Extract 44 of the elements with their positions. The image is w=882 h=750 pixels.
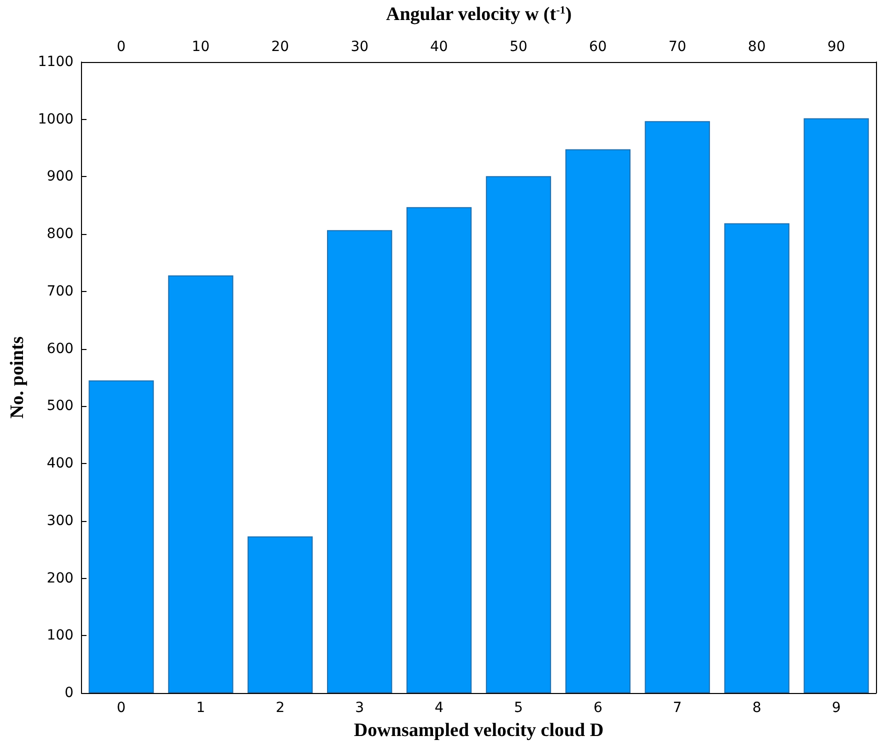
y-tick-label: 300 [46, 512, 74, 529]
y-tick-label: 0 [64, 685, 74, 701]
y-tick-label: 600 [46, 340, 74, 357]
bar [248, 536, 313, 693]
x-tick-label: 6 [593, 700, 602, 716]
y-tick-label: 200 [46, 570, 74, 586]
x2-tick-label: 10 [192, 39, 210, 55]
x2-tick-label: 70 [668, 39, 686, 55]
bar [88, 380, 154, 693]
x-axis-title: Downsampled velocity cloud D [354, 720, 604, 741]
x-tick-label: 2 [276, 700, 285, 716]
x-tick-label: 4 [434, 700, 444, 716]
y-tick-label: 100 [46, 628, 74, 644]
x2-tick-label: 90 [827, 39, 846, 55]
x2-tick-label: 30 [350, 39, 369, 55]
y-tick-label: 1100 [38, 54, 74, 70]
x2-tick-label: 0 [116, 39, 126, 55]
bar [406, 207, 472, 693]
x2-tick-label: 40 [430, 39, 448, 55]
x-tick-label: 5 [514, 700, 523, 716]
bar [804, 118, 869, 693]
x-tick-label: 1 [196, 700, 206, 716]
bar [644, 121, 710, 693]
y-tick-label: 700 [46, 283, 74, 300]
y-tick-label: 800 [46, 226, 74, 242]
bar [565, 149, 631, 693]
x-tick-label: 0 [116, 700, 126, 716]
x-tick-label: 8 [752, 700, 762, 716]
bar [486, 176, 552, 693]
y-tick-label: 1000 [38, 111, 74, 128]
y-tick-label: 400 [46, 456, 74, 472]
bar [168, 275, 234, 693]
x2-tick-label: 20 [271, 39, 290, 55]
x-tick-label: 7 [672, 700, 682, 716]
y-axis-title: No. points [7, 336, 28, 419]
x2-tick-label: 50 [510, 39, 528, 55]
y-tick-label: 900 [46, 168, 74, 185]
bar [327, 230, 392, 693]
x2-tick-label: 80 [748, 39, 766, 55]
x-tick-label: 9 [832, 700, 841, 716]
x2-tick-label: 60 [589, 39, 607, 55]
y-tick-label: 500 [46, 398, 74, 414]
bar [724, 223, 790, 693]
x-tick-label: 3 [355, 700, 364, 716]
